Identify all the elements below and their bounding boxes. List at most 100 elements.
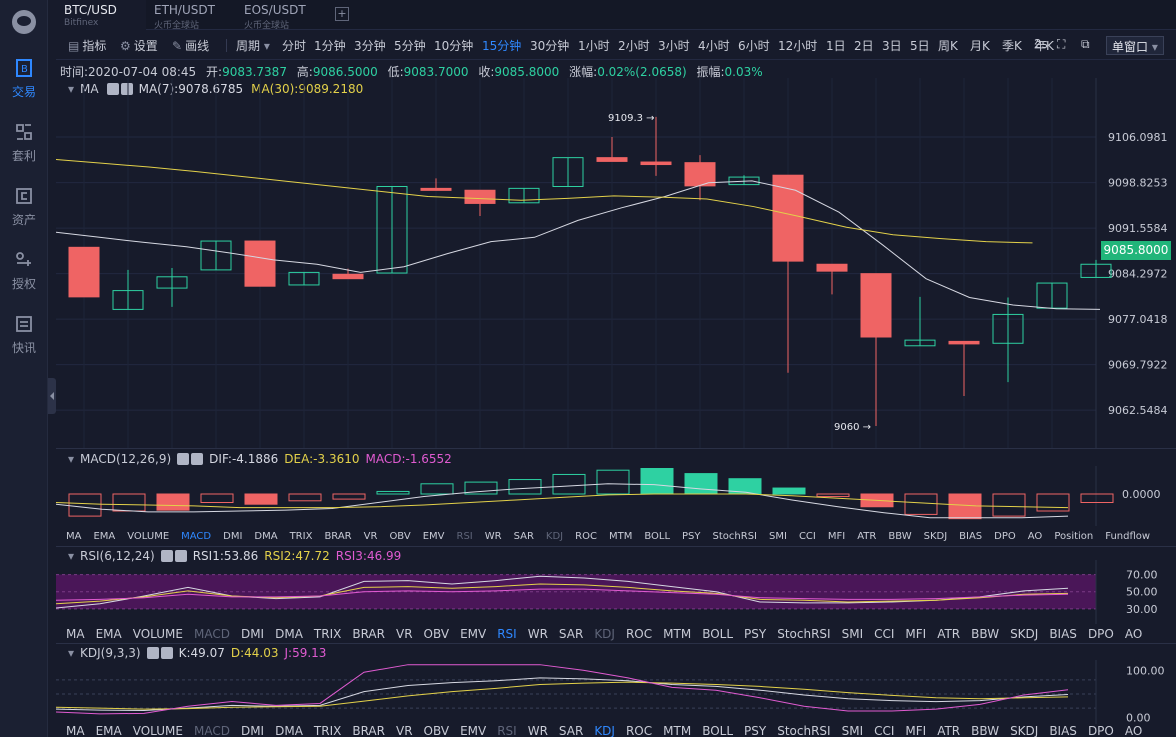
indicator-tab[interactable]: ATR <box>857 531 877 542</box>
indicator-tab[interactable]: ROC <box>625 724 653 737</box>
ma-settings-icon[interactable] <box>106 83 119 95</box>
indicator-tab[interactable]: TRIX <box>313 724 342 737</box>
period-item[interactable]: 5日 <box>910 39 930 53</box>
indicator-tab[interactable]: ROC <box>625 627 653 641</box>
kdj-settings-icon[interactable] <box>146 647 159 659</box>
indicator-tab[interactable]: DMA <box>254 531 278 542</box>
indicator-tab[interactable]: EMV <box>422 531 445 542</box>
period-item[interactable]: 10分钟 <box>434 39 474 53</box>
macd-settings-icon[interactable] <box>177 453 190 465</box>
indicator-tab[interactable]: Position <box>1054 531 1094 542</box>
indicator-tab[interactable]: EMA <box>95 724 122 737</box>
sidebar-item-trade[interactable]: B 交易 <box>0 58 48 100</box>
indicator-tab[interactable]: RSI <box>497 724 517 737</box>
fullscreen-icon[interactable]: ⛶ <box>1057 37 1066 51</box>
draw-button[interactable]: ✎ 画线 <box>172 37 209 54</box>
indicator-tab[interactable]: MFI <box>905 627 927 641</box>
sidebar-collapse-handle[interactable] <box>48 378 56 414</box>
period-item[interactable]: 3小时 <box>658 39 690 53</box>
kdj-close-icon[interactable] <box>160 647 173 659</box>
indicator-tab[interactable]: VR <box>363 531 378 542</box>
indicator-tab[interactable]: BOLL <box>702 724 734 737</box>
indicator-tab[interactable]: MACD <box>193 724 230 737</box>
indicator-tab[interactable]: AO <box>1027 531 1043 542</box>
indicator-tab[interactable]: ATR <box>937 627 961 641</box>
indicator-tab[interactable]: VR <box>395 627 413 641</box>
indicator-tab[interactable]: MA <box>66 531 82 542</box>
indicator-tab[interactable]: BRAR <box>352 724 385 737</box>
indicator-tab[interactable]: BOLL <box>702 627 734 641</box>
macd-close-icon[interactable] <box>191 453 204 465</box>
period-item[interactable]: 1分钟 <box>314 39 346 53</box>
window-mode-select[interactable]: 单窗口 ▾ <box>1106 36 1164 55</box>
indicator-tab[interactable]: StochRSI <box>777 724 831 737</box>
indicator-tab[interactable]: CCI <box>874 627 895 641</box>
tab-btc-usd[interactable]: BTC/USD Bitfinex <box>56 0 146 30</box>
indicator-tab[interactable]: KDJ <box>594 627 615 641</box>
indicator-tab[interactable]: MTM <box>663 724 692 737</box>
period-item[interactable]: 5分钟 <box>394 39 426 53</box>
candlestick-chart[interactable]: 9106.0981 9098.8253 9091.5584 9084.2972 9077… <box>56 78 1176 448</box>
indicator-tab[interactable]: MFI <box>905 724 927 737</box>
indicator-tab[interactable]: MTM <box>663 627 692 641</box>
indicator-tab[interactable]: RSI <box>497 627 517 641</box>
indicator-tab[interactable]: ROC <box>575 531 597 542</box>
indicator-tab[interactable]: BIAS <box>1049 627 1077 641</box>
indicator-tab[interactable]: RSI <box>456 531 473 542</box>
indicator-tab[interactable]: SMI <box>841 627 864 641</box>
indicator-tab[interactable]: MFI <box>827 531 846 542</box>
kdj-chart[interactable]: 100.00 0.00 <box>56 660 1176 724</box>
indicator-tab[interactable]: ATR <box>937 724 961 737</box>
indicator-tab[interactable]: DPO <box>994 531 1016 542</box>
period-item[interactable]: 分时 <box>282 39 307 53</box>
indicator-tab[interactable]: BBW <box>971 627 1000 641</box>
period-item[interactable]: 30分钟 <box>530 39 570 53</box>
period-item[interactable]: 1日 <box>826 39 846 53</box>
period-item[interactable]: 年K <box>1034 39 1054 53</box>
indicator-tab[interactable]: MACD <box>193 627 230 641</box>
popout-icon[interactable]: ⧉ <box>1081 37 1090 51</box>
period-item[interactable]: 3日 <box>882 39 902 53</box>
period-item[interactable]: 季K <box>1002 39 1022 53</box>
indicator-tab[interactable]: OBV <box>389 531 411 542</box>
indicator-tab[interactable]: BBW <box>971 724 1000 737</box>
indicator-tab[interactable]: EMV <box>460 627 487 641</box>
indicator-tab[interactable]: DMA <box>275 627 303 641</box>
indicator-tab[interactable]: MACD <box>181 531 212 542</box>
collapse-caret-icon[interactable]: ▾ <box>68 452 75 466</box>
indicator-tab[interactable]: CCI <box>874 724 895 737</box>
indicator-tab[interactable]: SMI <box>841 724 864 737</box>
indicator-tab[interactable]: AO <box>1124 724 1143 737</box>
rsi-close-icon[interactable] <box>174 550 187 562</box>
add-tab-button[interactable]: + <box>335 7 349 21</box>
refresh-interval[interactable]: 2s <box>1034 37 1048 51</box>
period-item[interactable]: 6小时 <box>738 39 770 53</box>
indicator-tab[interactable]: DMI <box>223 531 243 542</box>
indicator-tab[interactable]: WR <box>484 531 502 542</box>
indicator-tab[interactable]: PSY <box>744 724 767 737</box>
indicator-tab[interactable]: PSY <box>744 627 767 641</box>
indicator-tab[interactable]: StochRSI <box>777 627 831 641</box>
collapse-caret-icon[interactable]: ▾ <box>68 646 75 660</box>
indicator-tab[interactable]: Fundflow <box>1105 531 1151 542</box>
sidebar-item-asset[interactable]: 资产 <box>0 186 48 228</box>
collapse-caret-icon[interactable]: ▾ <box>68 549 75 563</box>
indicator-tab[interactable]: TRIX <box>313 627 342 641</box>
indicator-tab[interactable]: BOLL <box>644 531 671 542</box>
indicator-tab[interactable]: DPO <box>1087 724 1114 737</box>
period-item[interactable]: 2小时 <box>618 39 650 53</box>
indicator-tab[interactable]: BBW <box>888 531 912 542</box>
ma-close-icon[interactable] <box>120 83 133 95</box>
indicator-tab[interactable]: SKDJ <box>923 531 948 542</box>
rsi-chart[interactable]: 70.00 50.00 30.00 <box>56 560 1176 624</box>
indicator-tab[interactable]: EMV <box>460 724 487 737</box>
indicator-tab[interactable]: PSY <box>682 531 701 542</box>
indicator-tab[interactable]: DPO <box>1087 627 1114 641</box>
indicator-tab[interactable]: VR <box>395 724 413 737</box>
period-item[interactable]: 2日 <box>854 39 874 53</box>
indicator-tab[interactable]: CCI <box>798 531 816 542</box>
indicator-tab[interactable]: AO <box>1124 627 1143 641</box>
sidebar-item-auth[interactable]: 授权 <box>0 250 48 292</box>
indicator-tab[interactable]: DMI <box>240 724 265 737</box>
indicator-tab[interactable]: MA <box>66 724 85 737</box>
